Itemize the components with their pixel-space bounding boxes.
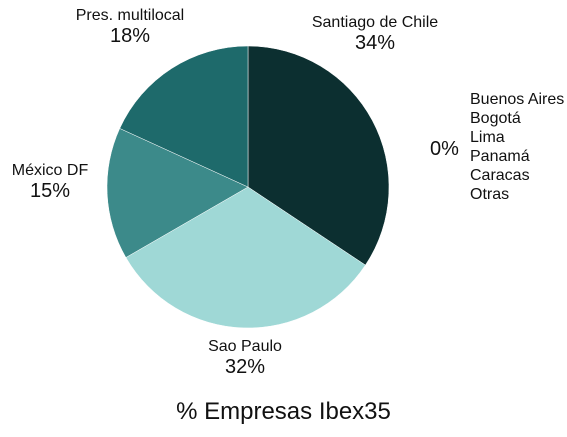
pie-slice-m-xico-df bbox=[106, 128, 249, 258]
label-mexico-pct: 15% bbox=[29, 180, 71, 203]
label-saopaulo-name: Sao Paulo bbox=[208, 338, 282, 355]
label-multilocal-name: Pres. multilocal bbox=[75, 7, 185, 24]
zero-group-item: Lima bbox=[470, 129, 505, 146]
zero-group-item: Bogotá bbox=[470, 110, 521, 127]
label-mexico: México DF 15% bbox=[0, 162, 100, 203]
zero-group-item: Otras bbox=[470, 186, 510, 203]
pie-slice-pres-multilocal bbox=[119, 45, 249, 188]
label-santiago-pct: 34% bbox=[354, 32, 396, 55]
label-saopaulo: Sao Paulo 32% bbox=[185, 338, 305, 379]
label-santiago-name: Santiago de Chile bbox=[311, 14, 439, 31]
pie-slice-sao-paulo bbox=[125, 186, 366, 329]
zero-group-item: Buenos Aires bbox=[470, 91, 565, 108]
label-multilocal: Pres. multilocal 18% bbox=[55, 7, 205, 48]
chart-title: % Empresas Ibex35 bbox=[176, 398, 391, 425]
zero-group-list: Buenos Aires Bogotá Lima Panamá Caracas … bbox=[470, 90, 564, 204]
zero-group-item: Panamá bbox=[470, 148, 530, 165]
zero-group-item: Caracas bbox=[470, 167, 530, 184]
label-saopaulo-pct: 32% bbox=[224, 356, 266, 379]
label-santiago: Santiago de Chile 34% bbox=[300, 14, 450, 55]
zero-group-pct: 0% bbox=[430, 138, 459, 160]
label-multilocal-pct: 18% bbox=[109, 25, 151, 48]
label-mexico-name: México DF bbox=[11, 162, 89, 179]
